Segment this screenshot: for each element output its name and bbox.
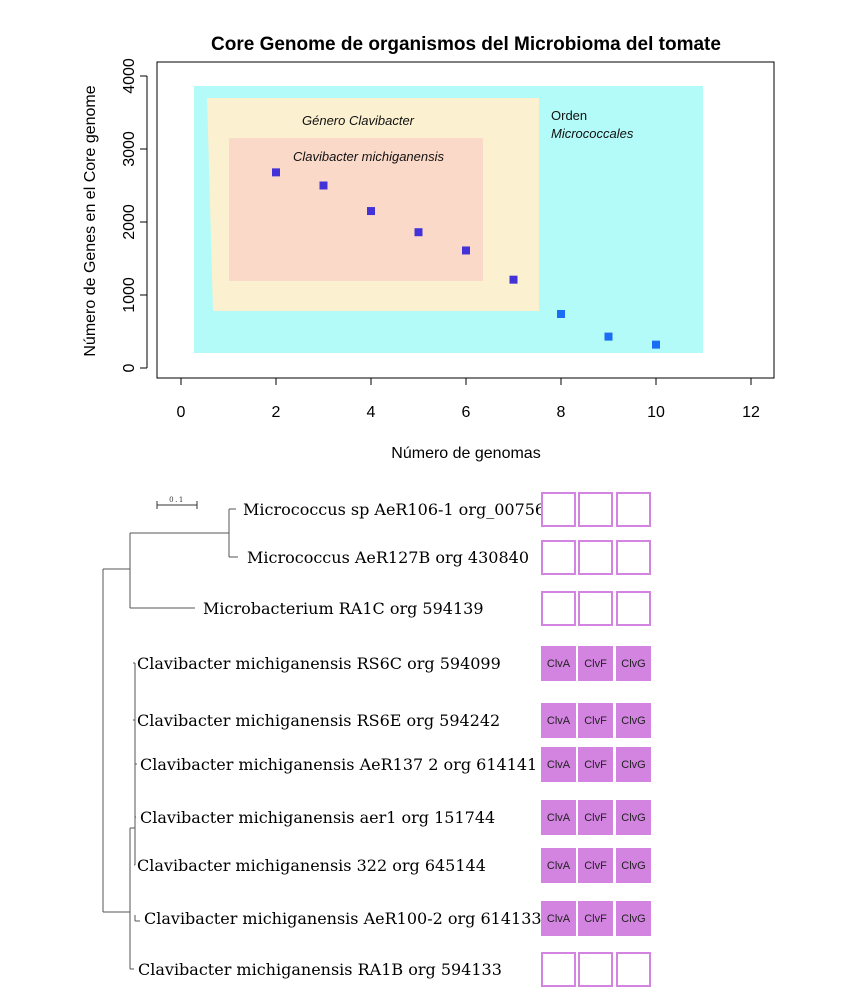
gene-cell-label: ClvA (547, 860, 571, 872)
y-axis-title: Número de Genes en el Core genome (82, 85, 99, 356)
core-genome-chart: Orden Micrococcales Género Clavibacter C… (82, 34, 775, 462)
gene-cell (541, 747, 576, 782)
gene-cell-label: ClvF (584, 913, 607, 925)
y-tick-label: 3000 (121, 131, 138, 167)
data-point (272, 168, 280, 177)
gene-cell-label: ClvF (584, 860, 607, 872)
gene-cell (616, 591, 651, 626)
gene-cell (541, 492, 576, 527)
data-point (557, 309, 565, 318)
x-tick-label: 10 (647, 404, 665, 421)
gene-cell (616, 901, 651, 936)
gene-cell (578, 952, 613, 987)
gene-cell-label: ClvG (621, 860, 645, 872)
gene-cell (541, 646, 576, 681)
gene-cell (616, 800, 651, 835)
tree-leaf-label: Clavibacter michiganensis AeR137 2 org 6… (140, 755, 537, 774)
x-tick-label: 0 (177, 404, 186, 421)
data-point (509, 275, 518, 284)
gene-cell-label: ClvG (621, 812, 645, 824)
gene-cell-label: ClvA (547, 812, 571, 824)
gene-cell-label: ClvF (584, 812, 607, 824)
gene-cell-label: ClvF (584, 715, 607, 727)
scale-bar: 0.1 (156, 496, 198, 509)
gene-cell-label: ClvA (547, 715, 571, 727)
gene-cell (541, 848, 576, 883)
tree-leaf-label: Clavibacter michiganensis RA1B org 59413… (138, 960, 502, 979)
gene-cell (616, 540, 651, 575)
gene-cell (578, 540, 613, 575)
gene-cell (541, 800, 576, 835)
data-point (652, 340, 660, 349)
tree-leaf-label: Clavibacter michiganensis AeR100-2 org 6… (144, 909, 542, 928)
tree-branches (102, 508, 238, 970)
gene-cell-label: ClvG (621, 715, 645, 727)
gene-cell (578, 591, 613, 626)
x-axis-ticks: 0 2 4 6 8 10 12 (177, 378, 760, 421)
y-tick-label: 4000 (121, 58, 138, 94)
gene-cell-label: ClvF (584, 658, 607, 670)
gene-cell (616, 703, 651, 738)
x-tick-label: 12 (742, 404, 760, 421)
x-tick-label: 8 (557, 404, 566, 421)
data-point (319, 181, 328, 190)
tree-leaf-label: Clavibacter michiganensis RS6C org 59409… (137, 654, 501, 673)
gene-cell (578, 703, 613, 738)
gene-cell (578, 800, 613, 835)
gene-cell (616, 646, 651, 681)
x-axis-title: Número de genomas (391, 445, 540, 462)
tree-leaf-label: Clavibacter michiganensis RS6E org 59424… (137, 711, 500, 730)
data-point (604, 332, 613, 341)
gene-cell (541, 540, 576, 575)
gene-cell-label: ClvA (547, 759, 571, 771)
tree-leaf-label: Microbacterium RA1C org 594139 (203, 599, 484, 618)
tree-leaf-label: Micrococcus AeR127B org 430840 (247, 548, 529, 567)
data-point (414, 228, 423, 237)
gene-cell (541, 901, 576, 936)
gene-cell (541, 591, 576, 626)
x-tick-label: 2 (272, 404, 281, 421)
tree-leaf-label: Clavibacter michiganensis aer1 org 15174… (140, 808, 495, 827)
gene-cell (616, 848, 651, 883)
gene-cell (616, 747, 651, 782)
gene-cell (616, 492, 651, 527)
gene-cell-label: ClvG (621, 759, 645, 771)
gene-cell-label: ClvF (584, 759, 607, 771)
tree-leaf-labels: Micrococcus sp AeR106-1 org_00756 Microco… (137, 500, 545, 979)
gene-cell (578, 747, 613, 782)
chart-title: Core Genome de organismos del Microbioma… (211, 34, 721, 55)
data-point (462, 246, 470, 255)
gene-cell (578, 848, 613, 883)
gene-cell-label: ClvA (547, 913, 571, 925)
x-tick-label: 4 (367, 404, 376, 421)
region-label-orden: Orden (551, 108, 587, 123)
gene-cell (616, 952, 651, 987)
gene-cell (578, 901, 613, 936)
x-tick-label: 6 (462, 404, 471, 421)
y-axis-ticks: 0 1000 2000 3000 4000 (121, 58, 147, 372)
region-label-micrococcales: Micrococcales (551, 126, 634, 141)
region-label-genero-clavibacter: Género Clavibacter (302, 113, 415, 128)
tree-leaf-label: Micrococcus sp AeR106-1 org_00756 (243, 500, 545, 519)
y-tick-label: 0 (121, 363, 138, 372)
phylogenetic-tree: 0.1 Micrococcus sp AeR106-1 org_00756Mic… (102, 492, 651, 987)
region-clavibacter-michiganensis (229, 138, 483, 281)
data-point (367, 207, 375, 216)
region-label-clavibacter-michiganensis: Clavibacter michiganensis (293, 149, 445, 164)
gene-cell (578, 646, 613, 681)
data-points (272, 168, 660, 349)
gene-cell-label: ClvG (621, 913, 645, 925)
gene-cell (541, 952, 576, 987)
gene-cell-label: ClvA (547, 658, 571, 670)
scale-bar-label: 0.1 (169, 496, 185, 504)
y-tick-label: 2000 (121, 204, 138, 240)
y-tick-label: 1000 (121, 277, 138, 313)
gene-cell-label: ClvG (621, 658, 645, 670)
gene-cell (541, 703, 576, 738)
gene-cell (578, 492, 613, 527)
gene-presence-cells: ClvA ClvF ClvG ClvA ClvF ClvG ClvA ClvF ClvG ClvA… (541, 492, 651, 987)
tree-leaf-label: Clavibacter michiganensis 322 org 645144 (137, 856, 486, 875)
